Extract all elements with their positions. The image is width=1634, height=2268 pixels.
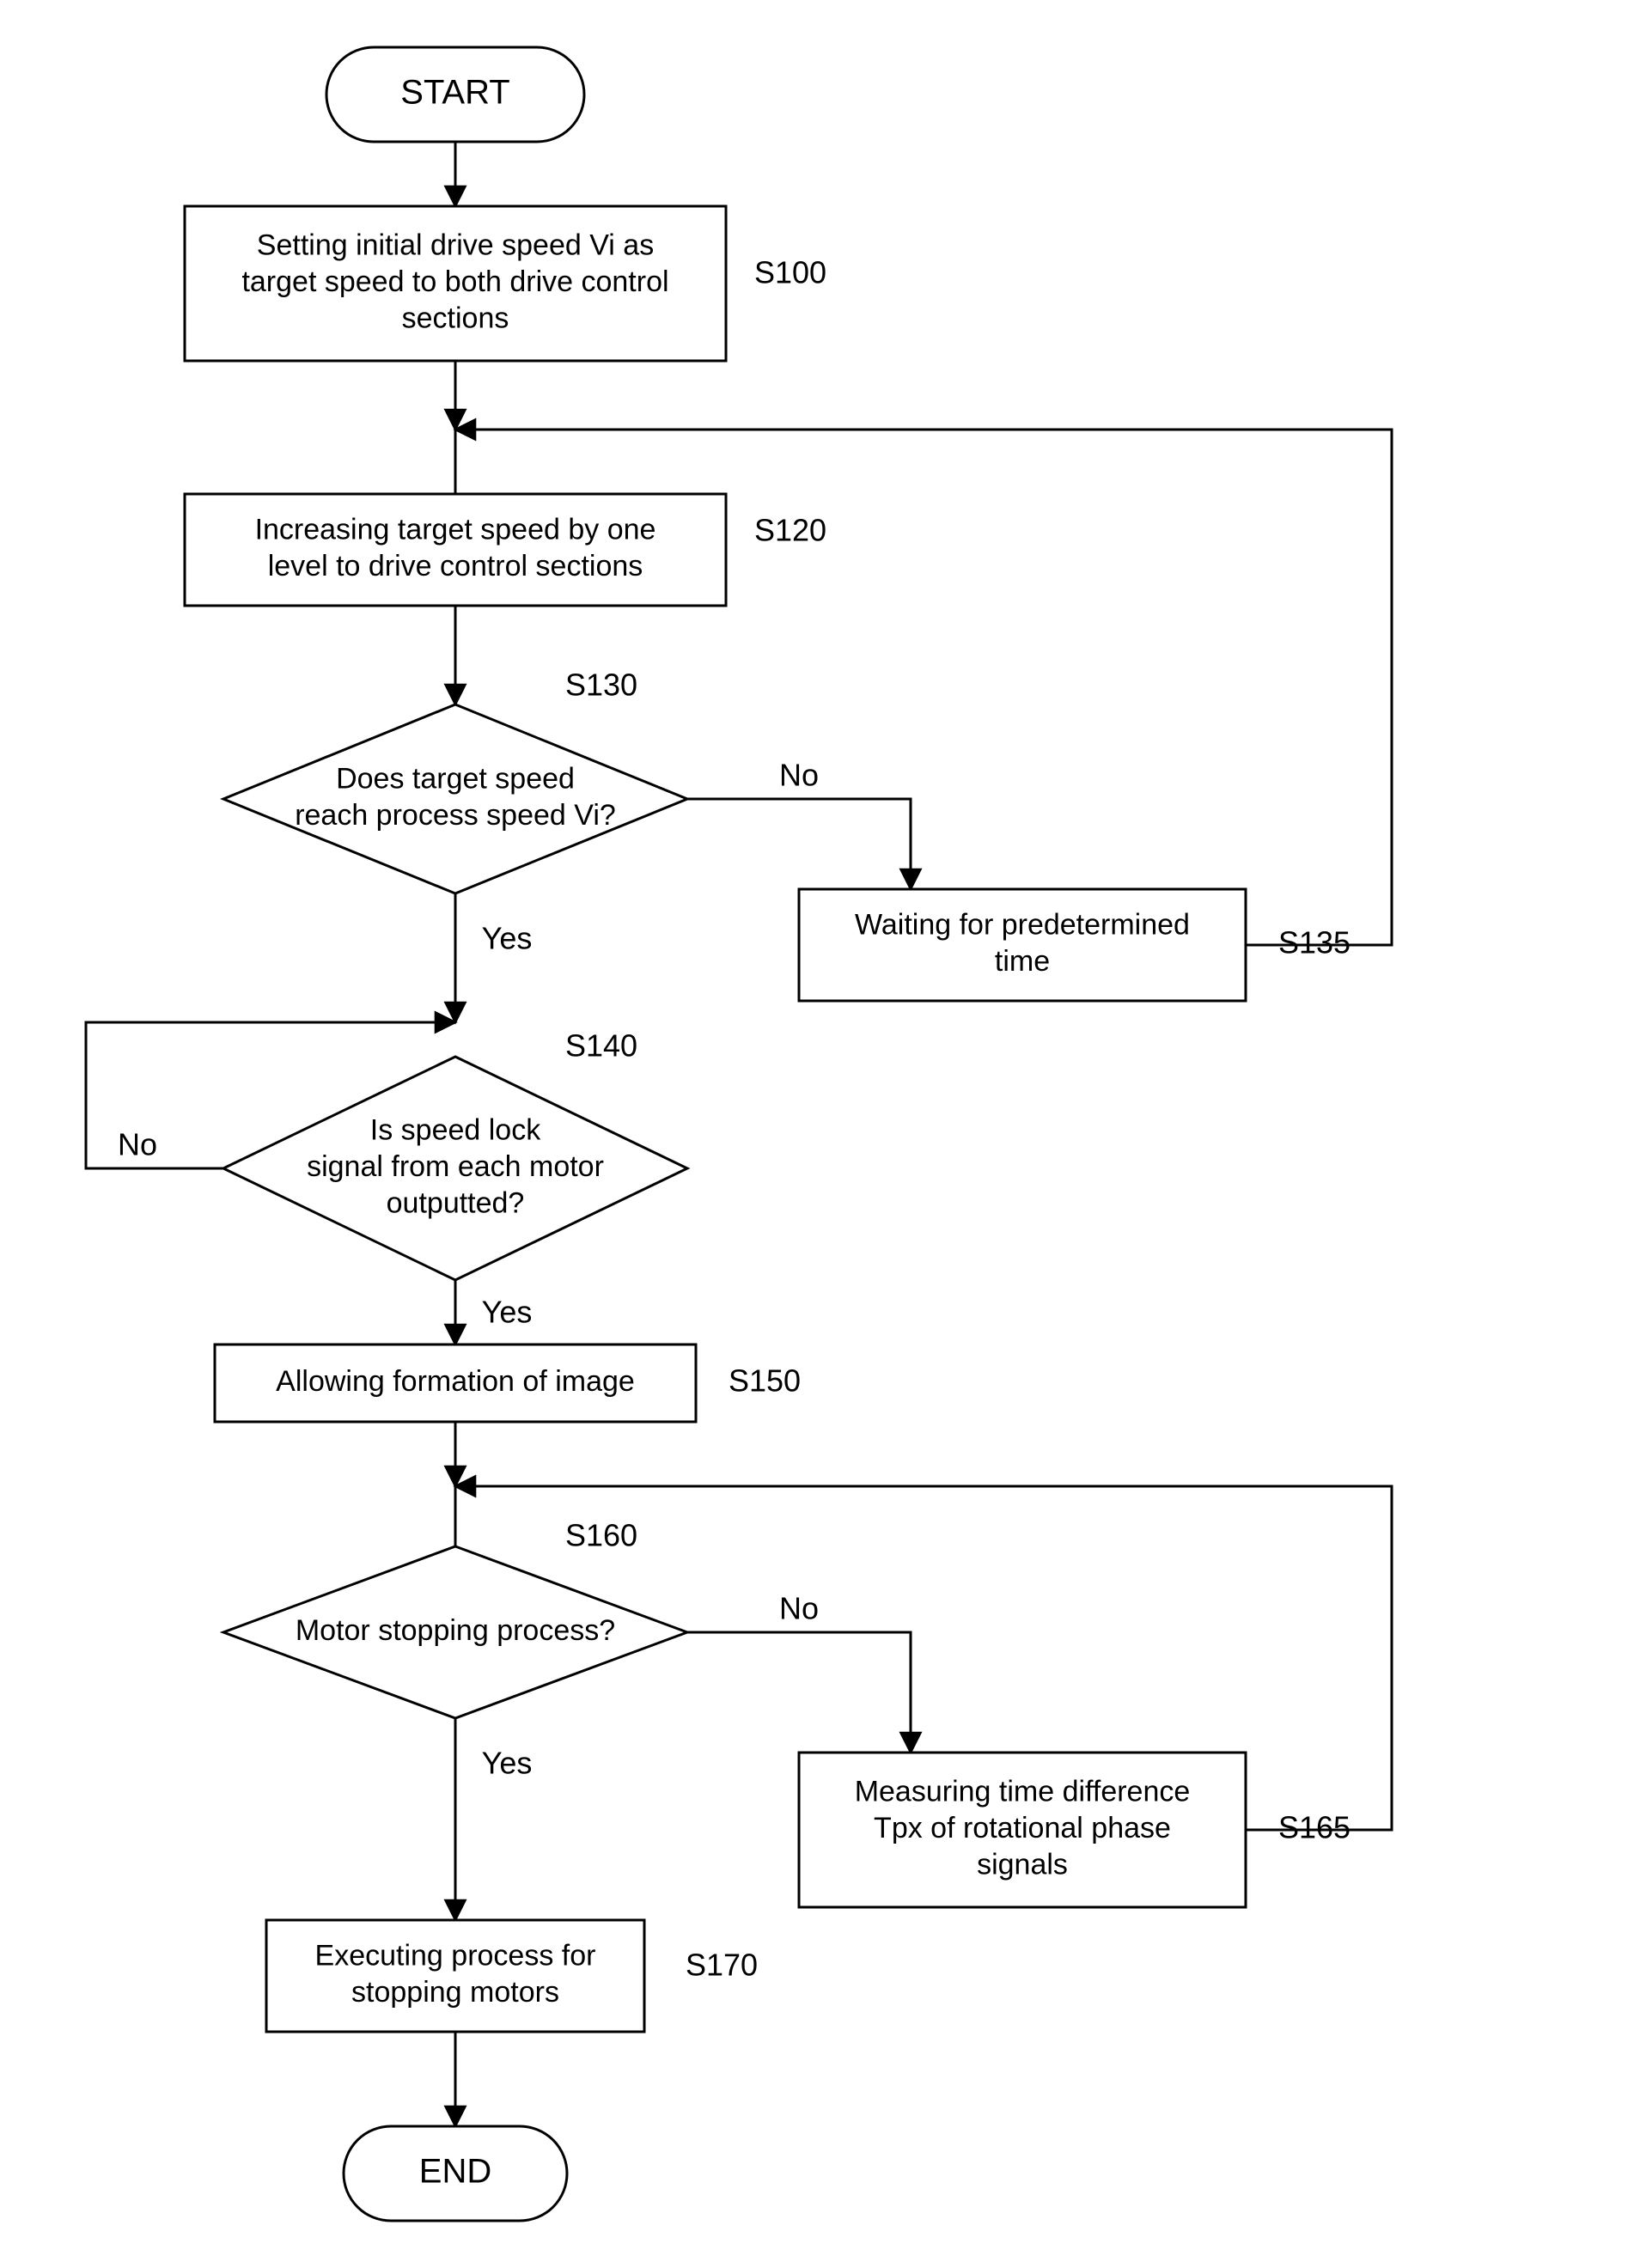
step-label-s170: S170 bbox=[686, 1948, 758, 1983]
node-text: Is speed lock bbox=[370, 1113, 541, 1146]
branch-label-s130_no: No bbox=[779, 758, 819, 793]
step-label-s165: S165 bbox=[1278, 1810, 1350, 1845]
node-text: Allowing formation of image bbox=[276, 1365, 635, 1398]
node-text: Setting initial drive speed Vi as bbox=[257, 229, 654, 261]
step-label-s140: S140 bbox=[565, 1028, 637, 1064]
step-label-s150: S150 bbox=[729, 1363, 801, 1399]
node-text: Increasing target speed by one bbox=[255, 514, 656, 546]
node-text: Does target speed bbox=[336, 763, 575, 796]
node-text: sections bbox=[402, 302, 509, 334]
branch-label-s140_yes: Yes bbox=[482, 1295, 533, 1330]
node-text: START bbox=[400, 74, 509, 112]
node-text: Motor stopping process? bbox=[296, 1614, 615, 1647]
step-label-s135: S135 bbox=[1278, 925, 1350, 960]
flowchart-canvas: START Setting initial drive speed Vi as ta… bbox=[0, 0, 1634, 2268]
node-text: Tpx of rotational phase bbox=[874, 1812, 1171, 1844]
branch-label-s140_no: No bbox=[118, 1127, 157, 1162]
branch-label-s160_no: No bbox=[779, 1591, 819, 1626]
node-text: Measuring time difference bbox=[855, 1775, 1191, 1808]
branch-label-s160_yes: Yes bbox=[482, 1746, 533, 1781]
step-label-s160: S160 bbox=[565, 1518, 637, 1553]
node-text: level to drive control sections bbox=[268, 550, 643, 582]
node-text: signals bbox=[977, 1848, 1068, 1881]
node-text: reach process speed Vi? bbox=[295, 799, 616, 832]
step-label-s120: S120 bbox=[754, 513, 826, 548]
node-text: END bbox=[419, 2153, 491, 2191]
node-text: outputted? bbox=[387, 1186, 525, 1219]
node-text: target speed to both drive control bbox=[241, 265, 668, 298]
node-text: Executing process for bbox=[315, 1940, 596, 1972]
flow-edge bbox=[687, 1632, 911, 1753]
flow-edge bbox=[687, 799, 911, 889]
node-text: stopping motors bbox=[351, 1976, 559, 2009]
node-text: time bbox=[995, 945, 1050, 978]
step-label-s100: S100 bbox=[754, 255, 826, 290]
branch-label-s130_yes: Yes bbox=[482, 921, 533, 956]
node-text: signal from each motor bbox=[307, 1150, 604, 1183]
node-text: Waiting for predetermined bbox=[855, 909, 1190, 942]
step-label-s130: S130 bbox=[565, 668, 637, 703]
